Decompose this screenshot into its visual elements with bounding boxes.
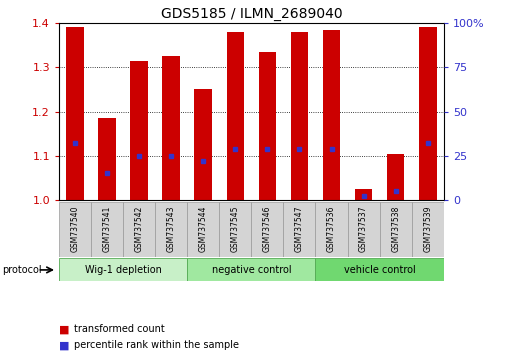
Bar bbox=[323, 30, 340, 200]
Text: protocol: protocol bbox=[3, 265, 42, 275]
Bar bbox=[123, 202, 155, 257]
Bar bbox=[291, 32, 308, 200]
Text: GSM737544: GSM737544 bbox=[199, 206, 208, 252]
Text: GSM737539: GSM737539 bbox=[423, 206, 432, 252]
Bar bbox=[355, 189, 372, 200]
Bar bbox=[411, 202, 444, 257]
Bar bbox=[251, 202, 283, 257]
Text: GSM737541: GSM737541 bbox=[103, 206, 112, 252]
Text: GSM737537: GSM737537 bbox=[359, 206, 368, 252]
Text: GSM737540: GSM737540 bbox=[70, 206, 80, 252]
Bar bbox=[187, 202, 220, 257]
Bar bbox=[315, 258, 444, 281]
Bar bbox=[380, 202, 411, 257]
Text: negative control: negative control bbox=[211, 265, 291, 275]
Text: GSM737542: GSM737542 bbox=[134, 206, 144, 252]
Bar bbox=[315, 202, 348, 257]
Bar bbox=[194, 89, 212, 200]
Text: GSM737543: GSM737543 bbox=[167, 206, 176, 252]
Text: ■: ■ bbox=[59, 340, 69, 350]
Bar bbox=[419, 28, 437, 200]
Bar bbox=[187, 258, 315, 281]
Bar bbox=[387, 154, 404, 200]
Bar bbox=[130, 61, 148, 200]
Bar bbox=[227, 32, 244, 200]
Bar bbox=[155, 202, 187, 257]
Text: transformed count: transformed count bbox=[74, 324, 165, 334]
Text: ■: ■ bbox=[59, 324, 69, 334]
Text: Wig-1 depletion: Wig-1 depletion bbox=[85, 265, 162, 275]
Text: GSM737536: GSM737536 bbox=[327, 206, 336, 252]
Bar bbox=[220, 202, 251, 257]
Bar bbox=[283, 202, 315, 257]
Text: vehicle control: vehicle control bbox=[344, 265, 416, 275]
Bar bbox=[66, 28, 84, 200]
Bar bbox=[259, 52, 276, 200]
Bar bbox=[98, 118, 116, 200]
Text: GSM737547: GSM737547 bbox=[295, 206, 304, 252]
Text: GSM737545: GSM737545 bbox=[231, 206, 240, 252]
Text: GSM737538: GSM737538 bbox=[391, 206, 400, 252]
Bar bbox=[59, 258, 187, 281]
Bar bbox=[91, 202, 123, 257]
Bar bbox=[348, 202, 380, 257]
Text: GSM737546: GSM737546 bbox=[263, 206, 272, 252]
Bar bbox=[163, 56, 180, 200]
Title: GDS5185 / ILMN_2689040: GDS5185 / ILMN_2689040 bbox=[161, 7, 342, 21]
Text: percentile rank within the sample: percentile rank within the sample bbox=[74, 340, 240, 350]
Bar bbox=[59, 202, 91, 257]
